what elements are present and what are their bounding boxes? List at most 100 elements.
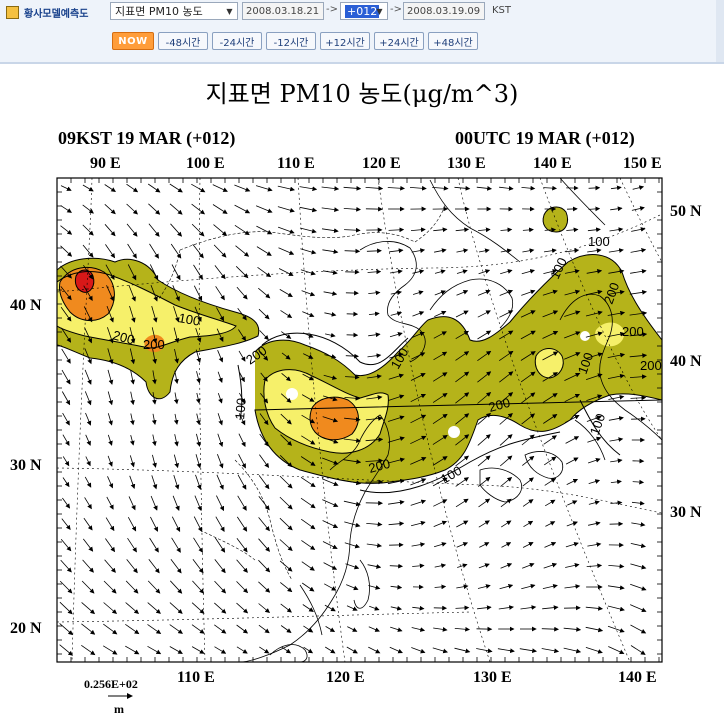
wind-vector (501, 250, 511, 252)
wind-vector (586, 647, 602, 652)
wind-vector (301, 519, 315, 529)
wind-vector (61, 186, 71, 191)
wind-vector (566, 250, 579, 252)
wind-vector (522, 187, 535, 188)
wind-vector (565, 565, 579, 568)
wind-vector (545, 543, 556, 548)
wind-vector (82, 581, 94, 593)
wind-vector (175, 371, 177, 383)
wind-vector (631, 250, 646, 253)
wind-vector (85, 497, 92, 508)
wind-vector (345, 543, 359, 547)
contour-label: 100 (232, 397, 249, 420)
wind-vector (434, 311, 445, 316)
wind-vector (278, 207, 294, 212)
wind-vector (479, 250, 489, 252)
wind-vector (237, 603, 248, 613)
wind-vector (523, 543, 533, 548)
wind-vector (217, 454, 222, 468)
wind-vector (301, 477, 315, 486)
wind-vector (345, 251, 360, 252)
wind-vector (218, 372, 222, 382)
wind-vector (83, 205, 94, 213)
wind-vector (215, 581, 226, 593)
wind-vector (564, 628, 581, 630)
wind-vector (148, 204, 159, 214)
wind-vector (83, 225, 93, 235)
wind-vector (500, 456, 512, 466)
wind-vector (302, 562, 314, 571)
wind-vector (197, 371, 200, 383)
wind-vector (192, 581, 203, 593)
wind-vector (608, 647, 623, 654)
wind-vector (543, 585, 557, 588)
wind-vector (344, 208, 360, 209)
wind-vector (368, 355, 381, 357)
wind-vector (105, 539, 114, 552)
wind-vector (521, 291, 534, 296)
wind-vector (566, 458, 578, 464)
wind-vector (412, 250, 425, 252)
wind-vector (258, 267, 271, 276)
wind-vector (456, 521, 467, 527)
wind-vector (129, 496, 135, 509)
wind-vector (455, 628, 469, 629)
wind-vector (194, 286, 201, 301)
wind-vector (344, 501, 360, 505)
wind-vector (107, 497, 113, 509)
wind-vector (347, 647, 357, 653)
wind-vector (566, 437, 579, 444)
wind-vector (390, 627, 402, 631)
wind-vector (390, 647, 402, 652)
wind-vector (347, 627, 356, 632)
wind-vector (346, 564, 359, 569)
wind-vector (611, 187, 621, 188)
wind-vector (391, 607, 401, 609)
wind-vector (153, 435, 155, 446)
wind-vector (630, 605, 646, 612)
wind-vector (545, 500, 555, 506)
wind-vector (609, 250, 623, 252)
wind-vector (587, 565, 602, 566)
wind-vector (477, 187, 491, 189)
wind-vector (302, 312, 313, 317)
wind-vector (191, 184, 204, 192)
wind-vector (323, 271, 337, 273)
wind-vector (85, 477, 91, 487)
wind-vector (214, 245, 226, 257)
wind-vector (388, 502, 404, 504)
wind-vector (192, 603, 204, 614)
wind-vector (413, 312, 424, 316)
wind-vector (477, 607, 491, 609)
wind-vector (105, 224, 115, 235)
wind-vector (148, 624, 161, 633)
wind-vector (215, 647, 226, 654)
wind-vector (455, 187, 470, 188)
wind-vector (368, 334, 380, 336)
wind-vector (434, 521, 447, 526)
wind-vector (500, 585, 513, 589)
wind-vector (236, 246, 249, 257)
wind-vector (457, 543, 468, 547)
wind-vector (280, 518, 292, 530)
wind-vector (108, 413, 111, 425)
wind-vector (217, 475, 223, 489)
wind-vector (544, 188, 556, 189)
wind-vector (366, 187, 383, 188)
wind-vector (81, 645, 94, 654)
wind-vector (412, 544, 425, 546)
wind-vector (630, 584, 646, 590)
wind-vector (302, 291, 315, 296)
wind-vector (521, 607, 536, 609)
wind-vector (62, 519, 70, 530)
wind-vector (567, 479, 578, 484)
wind-vector (61, 246, 72, 256)
wind-vector (455, 648, 470, 652)
wind-vector (237, 560, 248, 573)
wind-vector (520, 649, 536, 652)
wind-vector (260, 331, 269, 340)
wind-vector (300, 249, 315, 253)
wind-vector (610, 439, 623, 441)
wind-vector (194, 517, 202, 532)
wind-vector (175, 414, 177, 424)
